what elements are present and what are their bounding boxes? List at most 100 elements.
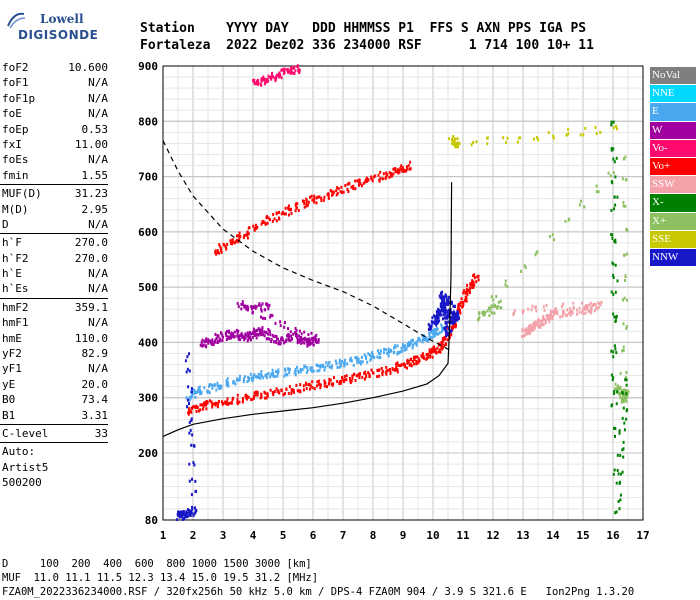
echo-mark (278, 71, 281, 75)
echo-mark (303, 330, 306, 334)
echo-mark (445, 330, 447, 334)
echo-mark (624, 375, 627, 379)
echo-mark (272, 213, 275, 216)
echo-mark (279, 320, 282, 324)
echo-mark (205, 403, 208, 406)
echo-mark (593, 309, 596, 313)
echo-mark (385, 372, 388, 376)
header-values-line: Fortaleza 2022 Dez02 336 234000 RSF 1 71… (140, 38, 594, 53)
echo-mark (338, 382, 341, 386)
echo-mark (265, 373, 268, 377)
echo-mark (439, 291, 442, 295)
echo-mark (436, 346, 439, 350)
echo-mark (201, 338, 204, 342)
echo-mark (408, 344, 411, 348)
echo-mark (202, 401, 205, 405)
echo-mark (436, 319, 439, 322)
echo-mark (404, 365, 407, 369)
echo-mark (288, 69, 291, 73)
echo-mark (268, 337, 271, 341)
param-label: B0 (2, 393, 16, 407)
echo-mark (456, 311, 459, 314)
echo-mark (451, 325, 454, 329)
param-label: foEs (2, 153, 29, 167)
x-tick-label: 3 (220, 529, 227, 542)
echo-mark (624, 279, 626, 282)
echo-mark (443, 344, 446, 348)
echo-mark (301, 368, 304, 372)
polarization-legend: NoVal NNE E W Vo- Vo+ SSW X- X+ SSE NNW (650, 67, 696, 267)
echo-mark (428, 331, 431, 335)
echo-mark (240, 307, 243, 311)
echo-mark (538, 324, 541, 328)
echo-mark (438, 294, 441, 298)
echo-mark (591, 303, 594, 307)
echo-mark (267, 216, 270, 220)
echo-mark (220, 250, 223, 254)
echo-mark (437, 315, 440, 319)
echo-mark (396, 344, 399, 348)
echo-mark (274, 375, 277, 379)
echo-mark (584, 126, 587, 130)
echo-mark (249, 372, 252, 376)
echo-mark (231, 334, 233, 338)
echo-mark (254, 333, 256, 337)
echo-mark (286, 334, 288, 338)
param-label: foF1 (2, 76, 29, 90)
echo-mark (619, 386, 622, 390)
echo-mark (193, 391, 196, 395)
echo-mark (266, 303, 268, 307)
echo-mark (233, 330, 236, 334)
echo-mark (524, 332, 527, 336)
echo-mark (527, 307, 530, 311)
echo-mark (521, 335, 524, 338)
echo-mark (450, 329, 453, 333)
param-note: 500200 (2, 476, 42, 490)
echo-mark (372, 354, 374, 358)
echo-mark (180, 513, 183, 517)
echo-mark (290, 68, 293, 72)
echo-mark (313, 194, 316, 198)
echo-mark (421, 340, 424, 344)
echo-mark (203, 339, 206, 343)
echo-mark (452, 310, 455, 314)
echo-mark (427, 322, 430, 326)
echo-mark (610, 123, 613, 127)
echo-mark (311, 369, 313, 373)
echo-mark (486, 136, 489, 140)
echo-mark (319, 386, 322, 390)
echo-mark (275, 75, 277, 79)
param-label: C-level (2, 426, 49, 440)
echo-mark (261, 327, 264, 331)
x-tick-label: 16 (606, 529, 620, 542)
echo-mark (301, 340, 304, 344)
echo-mark (299, 389, 302, 393)
echo-mark (462, 303, 465, 307)
echo-mark (265, 337, 268, 341)
echo-mark (242, 377, 245, 381)
param-label: MUF(D) (2, 187, 42, 201)
echo-mark (622, 345, 625, 349)
echo-mark (346, 182, 349, 186)
echo-mark (298, 329, 301, 333)
echo-mark (382, 351, 385, 355)
echo-mark (402, 168, 405, 172)
echo-mark (260, 304, 263, 308)
echo-mark (224, 400, 227, 404)
echo-mark (272, 374, 275, 378)
echo-mark (619, 493, 622, 497)
echo-mark (317, 379, 320, 383)
echo-mark (618, 431, 621, 435)
echo-mark (450, 333, 453, 337)
echo-mark (428, 328, 430, 331)
echo-mark (613, 160, 616, 164)
echo-mark (431, 329, 434, 333)
echo-mark (253, 227, 256, 231)
echo-mark (611, 236, 614, 240)
echo-mark (530, 308, 533, 312)
echo-mark (224, 245, 227, 249)
echo-mark (404, 363, 406, 367)
echo-mark (283, 212, 286, 216)
echo-mark (306, 342, 309, 346)
